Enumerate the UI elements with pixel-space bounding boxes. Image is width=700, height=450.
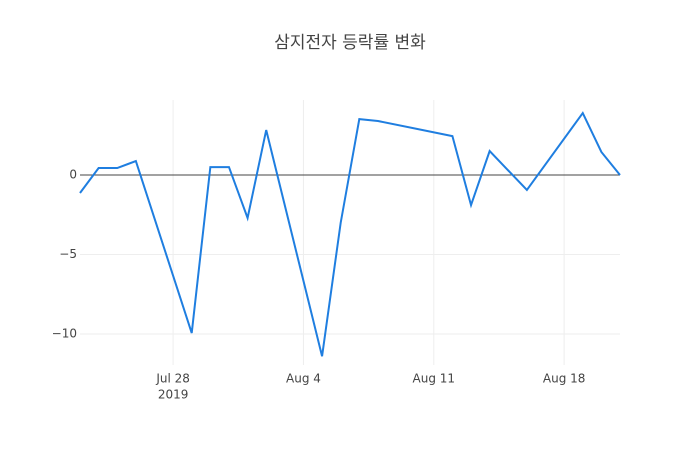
- y-tick-label: −5: [59, 247, 77, 261]
- y-tick-label: −10: [52, 327, 77, 341]
- x-tick-label: Aug 11: [413, 372, 456, 386]
- x-year-label: 2019: [158, 388, 189, 402]
- x-tick-label: Jul 28: [155, 372, 190, 386]
- line-series: [79, 111, 621, 357]
- y-tick-label: 0: [69, 168, 77, 182]
- chart-title: 삼지전자 등락률 변화: [274, 33, 426, 53]
- x-tick-label: Aug 4: [286, 372, 321, 386]
- x-tick-label: Aug 18: [543, 372, 586, 386]
